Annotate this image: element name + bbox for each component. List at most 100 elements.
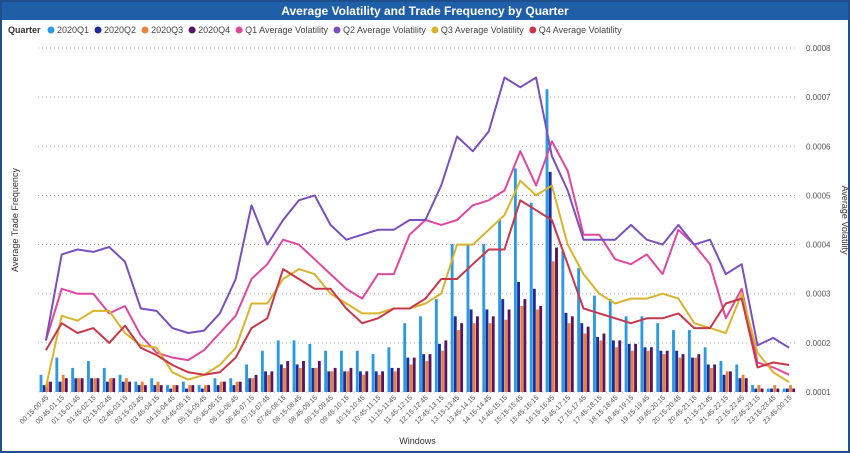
bar-2020Q4 [776, 388, 780, 392]
bar-2020Q3 [346, 371, 350, 392]
y-left-axis-title: Average Trade Frequency [10, 168, 20, 272]
bar-2020Q2 [232, 385, 236, 392]
bar-2020Q2 [58, 381, 62, 392]
bar-2020Q1 [102, 367, 106, 392]
bar-2020Q3 [583, 333, 587, 392]
bar-2020Q1 [593, 295, 596, 392]
bar-2020Q3 [251, 378, 255, 392]
bar-2020Q4 [365, 371, 369, 392]
legend-marker [431, 26, 439, 34]
bar-2020Q3 [124, 378, 128, 392]
legend-title: Quarter [8, 25, 41, 35]
line-Q3 Average Volatility [44, 179, 790, 388]
bar-2020Q4 [396, 367, 400, 392]
y-right-tick-label: 0.0006 [806, 142, 831, 151]
bar-2020Q1 [324, 350, 328, 392]
bar-2020Q4 [555, 247, 558, 392]
bar-2020Q4 [586, 326, 590, 392]
bar-2020Q3 [678, 357, 682, 392]
bar-2020Q2 [770, 388, 773, 392]
bar-2020Q3 [219, 381, 223, 392]
legend-marker [47, 26, 55, 34]
bar-2020Q1 [355, 350, 359, 392]
bar-2020Q3 [377, 374, 381, 392]
bar-2020Q3 [773, 385, 777, 392]
bar-2020Q2 [469, 309, 473, 392]
bar-2020Q4 [254, 374, 258, 392]
bar-2020Q1 [608, 299, 612, 392]
bar-2020Q1 [308, 343, 312, 392]
bar-2020Q1 [340, 350, 343, 392]
bar-2020Q3 [298, 367, 302, 392]
bar-2020Q2 [485, 309, 489, 392]
line-Q1 Average Volatility [44, 140, 790, 376]
bar-2020Q2 [406, 357, 410, 392]
bar-2020Q1 [134, 381, 138, 392]
bar-2020Q4 [128, 381, 131, 392]
bar-2020Q3 [362, 374, 366, 392]
bar-2020Q3 [156, 381, 160, 392]
bar-2020Q2 [295, 364, 299, 392]
bar-2020Q1 [498, 220, 502, 392]
bar-2020Q1 [672, 330, 675, 392]
y-right-tick-label: 0.0004 [806, 241, 831, 250]
bar-2020Q4 [207, 385, 211, 392]
bar-2020Q1 [735, 364, 739, 392]
bar-2020Q1 [751, 385, 755, 392]
bar-2020Q2 [264, 371, 267, 392]
bar-2020Q4 [713, 364, 717, 392]
bar-2020Q3 [204, 385, 207, 392]
bar-2020Q2 [611, 340, 615, 392]
bar-2020Q4 [112, 378, 116, 392]
bar-2020Q2 [200, 388, 204, 392]
bar-2020Q1 [197, 385, 201, 392]
bar-2020Q2 [517, 281, 520, 392]
bar-2020Q2 [627, 343, 631, 392]
bar-2020Q2 [785, 388, 789, 392]
bar-2020Q3 [757, 385, 761, 392]
bar-2020Q4 [333, 367, 337, 392]
bar-2020Q1 [640, 316, 644, 392]
bar-2020Q2 [675, 350, 679, 392]
bar-2020Q3 [140, 381, 144, 392]
bar-2020Q4 [760, 388, 764, 392]
bar-2020Q1 [434, 299, 438, 392]
bar-2020Q2 [453, 316, 457, 392]
bar-2020Q2 [121, 381, 125, 392]
bar-2020Q2 [216, 385, 220, 392]
bar-2020Q2 [137, 385, 141, 392]
bar-2020Q1 [55, 357, 59, 392]
bar-2020Q1 [181, 381, 185, 392]
bar-2020Q1 [466, 244, 470, 392]
legend-label: 2020Q2 [104, 25, 136, 35]
bar-2020Q4 [476, 316, 479, 392]
y-right-tick-label: 0.0007 [806, 93, 831, 102]
bar-2020Q4 [665, 350, 669, 392]
bar-2020Q4 [302, 361, 305, 392]
legend-marker [235, 26, 243, 34]
bar-2020Q4 [792, 388, 796, 392]
bar-2020Q3 [504, 319, 508, 392]
legend-label: Q3 Average Volatility [441, 25, 524, 35]
bar-2020Q1 [624, 316, 628, 392]
bar-2020Q3 [599, 340, 603, 392]
bar-2020Q2 [311, 367, 315, 392]
legend-marker [333, 26, 341, 34]
bar-2020Q4 [175, 385, 179, 392]
bar-2020Q3 [567, 323, 571, 392]
chart-title: Average Volatility and Trade Frequency b… [2, 2, 848, 20]
bar-2020Q2 [722, 374, 726, 392]
bar-2020Q3 [725, 371, 729, 392]
bar-2020Q1 [150, 378, 154, 392]
bar-2020Q4 [80, 378, 84, 392]
bar-2020Q4 [649, 347, 653, 392]
bar-2020Q2 [248, 378, 252, 392]
bar-2020Q3 [267, 374, 271, 392]
bar-2020Q2 [358, 371, 362, 392]
bar-2020Q2 [169, 388, 173, 392]
bar-2020Q4 [681, 354, 685, 392]
bar-2020Q1 [482, 244, 486, 392]
bar-2020Q3 [741, 374, 745, 392]
bar-2020Q1 [656, 323, 660, 392]
bar-2020Q3 [77, 378, 81, 392]
